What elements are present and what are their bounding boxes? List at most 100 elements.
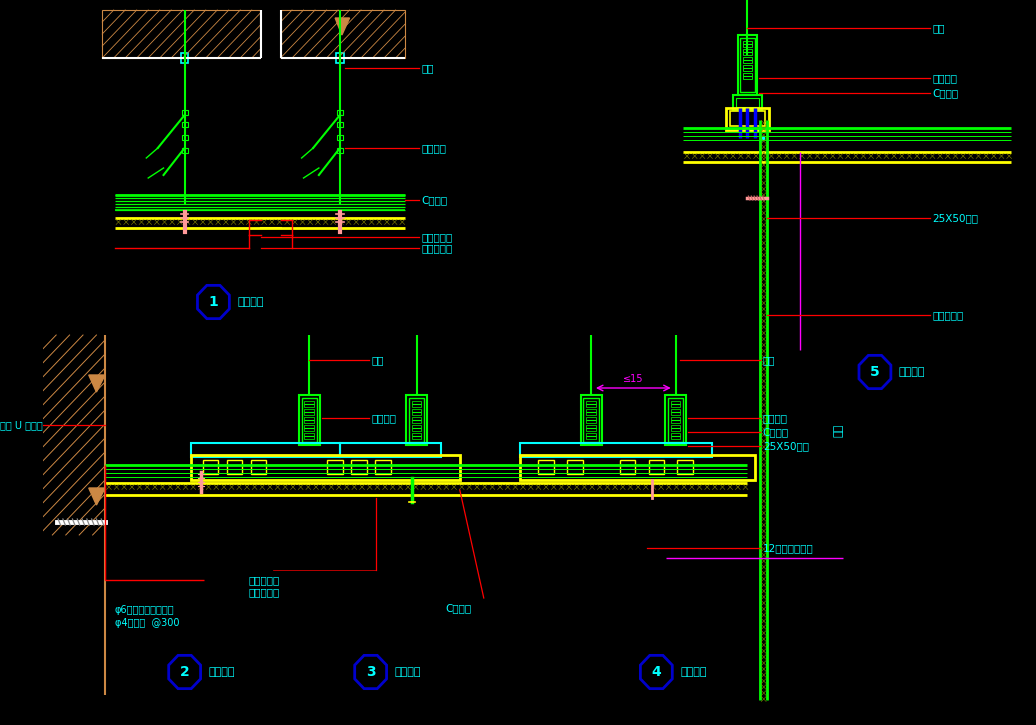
Text: 悬挂详图: 悬挂详图 <box>681 667 707 677</box>
Bar <box>375 460 391 474</box>
Bar <box>743 73 752 79</box>
Bar <box>670 417 681 423</box>
Text: 吊杆: 吊杆 <box>762 355 775 365</box>
Text: 膨胀连接件: 膨胀连接件 <box>249 575 280 585</box>
Polygon shape <box>89 375 105 392</box>
Bar <box>337 148 343 153</box>
Bar <box>668 398 683 442</box>
Text: 可调挂件: 可调挂件 <box>762 413 787 423</box>
Bar <box>620 460 635 474</box>
Bar <box>192 443 340 457</box>
Text: 1: 1 <box>208 295 219 309</box>
Bar <box>203 460 219 474</box>
Bar <box>412 409 422 415</box>
Bar <box>227 460 242 474</box>
Text: 吊杆: 吊杆 <box>932 23 945 33</box>
Bar <box>730 111 765 126</box>
Bar <box>181 135 188 140</box>
Text: 可调挂件: 可调挂件 <box>932 73 957 83</box>
Bar <box>586 433 596 439</box>
Bar <box>412 425 422 431</box>
Bar <box>539 460 554 474</box>
Bar <box>337 122 343 127</box>
Text: φ4木螺丝  @300: φ4木螺丝 @300 <box>115 618 179 628</box>
Text: 可调挂件: 可调挂件 <box>422 143 447 153</box>
Polygon shape <box>336 18 349 35</box>
Bar <box>567 460 582 474</box>
Bar <box>580 395 602 445</box>
Text: 3: 3 <box>366 665 375 679</box>
Bar <box>251 460 266 474</box>
Text: 沿边 U 型龙骨: 沿边 U 型龙骨 <box>0 420 42 430</box>
Text: 吊杆: 吊杆 <box>422 63 434 73</box>
Bar <box>181 122 188 127</box>
Bar <box>743 57 752 63</box>
Bar <box>738 35 757 95</box>
Bar <box>670 433 681 439</box>
Bar <box>305 417 314 423</box>
Text: 悬挂详图: 悬挂详图 <box>899 367 925 377</box>
Bar <box>192 455 460 480</box>
Text: 25X50角钢: 25X50角钢 <box>932 213 978 223</box>
Bar <box>181 53 189 63</box>
Bar <box>305 401 314 407</box>
Bar <box>336 53 344 63</box>
Bar <box>181 148 188 153</box>
Bar <box>586 425 596 431</box>
Bar <box>670 409 681 415</box>
Bar <box>736 98 759 107</box>
Bar <box>520 443 712 457</box>
Text: 纸面石膏板: 纸面石膏板 <box>422 243 453 253</box>
Text: 铆钉接头: 铆钉接头 <box>208 667 235 677</box>
Bar <box>340 443 440 457</box>
Bar <box>740 38 755 92</box>
Text: 25X50护角: 25X50护角 <box>762 441 809 451</box>
Bar <box>298 395 320 445</box>
Bar <box>586 409 596 415</box>
Bar <box>726 108 769 130</box>
Bar <box>743 65 752 71</box>
Text: 纸面石膏板: 纸面石膏板 <box>249 587 280 597</box>
Text: 纸面石膏板: 纸面石膏板 <box>932 310 963 320</box>
Bar <box>586 417 596 423</box>
Bar <box>678 460 693 474</box>
Bar <box>305 409 314 415</box>
Bar <box>670 425 681 431</box>
Bar <box>733 95 761 110</box>
Text: 4: 4 <box>652 665 661 679</box>
Bar <box>670 401 681 407</box>
Bar <box>327 460 343 474</box>
Text: 12厚纸面石膏板: 12厚纸面石膏板 <box>762 543 813 553</box>
Bar <box>412 433 422 439</box>
Bar <box>412 417 422 423</box>
Text: C型龙骨: C型龙骨 <box>422 195 448 205</box>
Text: ≤15: ≤15 <box>623 374 643 384</box>
Bar <box>520 455 755 480</box>
Bar <box>406 395 427 445</box>
Text: 膨胀连接件: 膨胀连接件 <box>422 232 453 242</box>
Bar <box>583 398 599 442</box>
Text: φ6圆型塑料膨胀管配: φ6圆型塑料膨胀管配 <box>115 605 174 615</box>
Text: 2: 2 <box>180 665 190 679</box>
Bar <box>412 401 422 407</box>
Bar <box>281 10 405 58</box>
Bar <box>665 395 686 445</box>
Text: 5: 5 <box>870 365 880 379</box>
Bar <box>103 10 260 58</box>
Bar <box>351 460 367 474</box>
Bar <box>337 135 343 140</box>
Text: 楼板: 楼板 <box>834 423 843 436</box>
Bar <box>409 398 425 442</box>
Bar <box>181 110 188 115</box>
Text: 可调挂件: 可调挂件 <box>372 413 397 423</box>
Bar <box>743 41 752 47</box>
Bar <box>743 49 752 55</box>
Text: C型龙骨: C型龙骨 <box>932 88 958 98</box>
Bar <box>649 460 664 474</box>
Bar <box>586 401 596 407</box>
Text: C型龙骨: C型龙骨 <box>762 427 788 437</box>
Text: 膨胀接头: 膨胀接头 <box>395 667 421 677</box>
Text: C型龙骨: C型龙骨 <box>445 603 471 613</box>
Bar <box>305 433 314 439</box>
Text: 标准接头: 标准接头 <box>237 297 264 307</box>
